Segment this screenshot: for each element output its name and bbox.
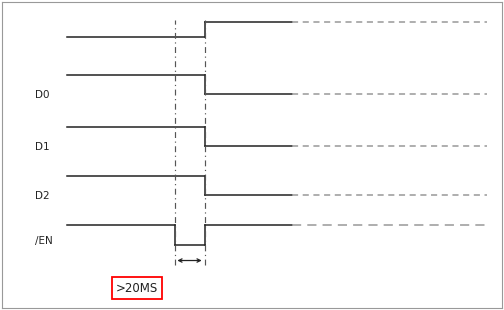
Text: D0: D0 xyxy=(35,90,49,100)
Text: D2: D2 xyxy=(35,191,49,201)
Text: /EN: /EN xyxy=(35,236,52,246)
Text: >20MS: >20MS xyxy=(116,281,158,294)
Text: D1: D1 xyxy=(35,142,49,152)
